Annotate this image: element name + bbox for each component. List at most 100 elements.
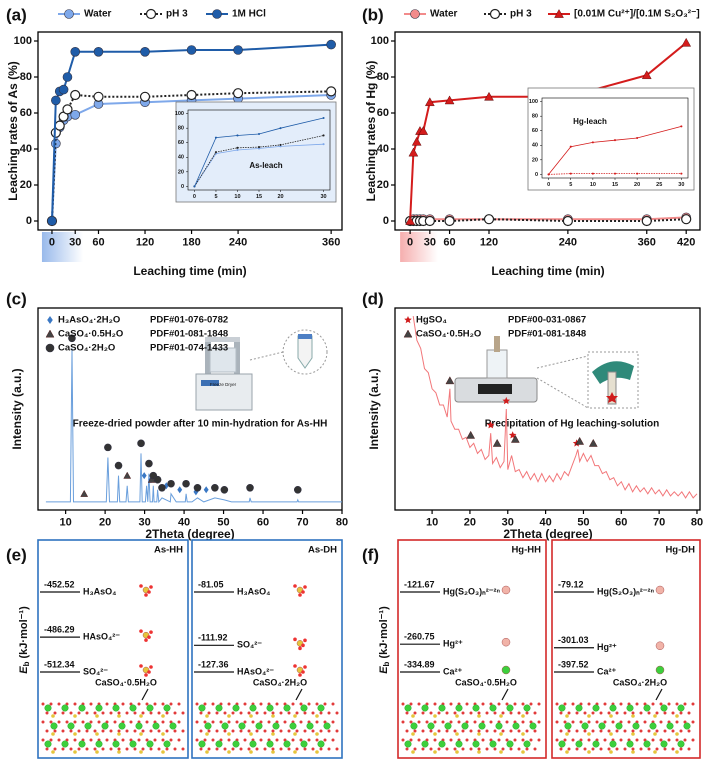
slab-atom	[319, 747, 323, 751]
slab-atom	[495, 722, 503, 730]
x-tick-label: 60	[443, 237, 455, 249]
slab-atom	[238, 722, 246, 730]
slab-atom	[659, 702, 663, 706]
data-point	[214, 151, 218, 154]
data-point	[51, 95, 61, 106]
slab-atom	[643, 720, 647, 724]
slab-atom	[410, 722, 418, 730]
slab-atom	[461, 722, 469, 730]
slab-atom	[161, 714, 165, 718]
data-point	[279, 143, 282, 146]
slab-atom	[247, 729, 251, 733]
data-point	[257, 147, 261, 150]
slab-atom	[315, 702, 319, 706]
data-point	[562, 215, 573, 227]
x-tick-label: 20	[277, 194, 283, 200]
slab-atom	[215, 711, 219, 715]
slab-atom	[497, 702, 501, 706]
slab-atom	[255, 722, 263, 730]
x-tick-label: 420	[677, 237, 695, 249]
legend-label: 1M HCl	[232, 9, 266, 20]
freeze-dryer-photo	[195, 329, 328, 411]
slab-atom	[587, 714, 591, 718]
box-title: Hg-HH	[511, 545, 541, 556]
slab-atom	[177, 702, 181, 706]
slab-atom	[663, 711, 667, 715]
peak-marker	[158, 483, 166, 492]
slab-atom	[609, 732, 613, 736]
slab-atom	[687, 711, 691, 715]
slab-atom	[141, 711, 145, 715]
y-tick-label: 20	[20, 179, 32, 191]
slab-atom	[89, 738, 93, 742]
slab-atom	[465, 738, 469, 742]
level-value: -452.52	[44, 579, 75, 589]
slab-atom	[78, 704, 86, 712]
species-icon	[149, 630, 153, 634]
slab-atom	[243, 738, 247, 742]
slab-atom	[291, 702, 295, 706]
slab-atom	[413, 729, 417, 733]
slab-atom	[203, 702, 207, 706]
x-axis-label: Leaching time (min)	[491, 264, 604, 278]
slab-atom	[93, 747, 97, 751]
slab-atom	[293, 732, 297, 736]
slab-atom	[499, 750, 503, 754]
slab-atom	[517, 747, 521, 751]
level-value: -81.05	[198, 579, 224, 589]
annotation: Freeze-dried powder after 10 min-hydrati…	[73, 419, 328, 430]
slab-atom	[499, 732, 503, 736]
y-tick-label: 100	[14, 35, 32, 47]
slab-atom	[205, 732, 209, 736]
data-point	[680, 172, 683, 175]
y-label-rest: (kJ·mol⁻¹)	[378, 606, 390, 662]
slab-atom	[404, 704, 412, 712]
data-point	[641, 215, 652, 227]
slab-atom	[49, 702, 53, 706]
slab-atom	[95, 704, 103, 712]
data-point	[613, 172, 617, 175]
slab-atom	[121, 738, 125, 742]
slab-atom	[449, 720, 453, 724]
slab-atom	[141, 729, 145, 733]
slab-atom	[631, 750, 635, 754]
slab-atom	[315, 714, 319, 718]
peak-marker	[80, 489, 89, 497]
x-tick-label: 240	[229, 237, 247, 249]
panel-label: (a)	[6, 5, 27, 24]
slab-atom	[691, 738, 695, 742]
slab-atom	[660, 740, 668, 748]
stirrer-photo	[454, 336, 639, 409]
data-point	[236, 146, 239, 149]
slab-atom	[626, 740, 634, 748]
slab-atom	[239, 729, 243, 733]
level-species: HAsO₄²⁻	[83, 632, 120, 642]
slab-atom	[631, 714, 635, 718]
level-value: -486.29	[44, 625, 75, 635]
slab-atom	[525, 747, 529, 751]
slab-atom	[161, 738, 165, 742]
slab-atom	[141, 747, 145, 751]
legend-marker	[212, 9, 222, 19]
y-axis-label: Intensity (a.u.)	[367, 368, 381, 449]
slab-atom	[315, 738, 319, 742]
plot-frame	[37, 307, 343, 511]
slab-atom	[45, 729, 49, 733]
species-icon	[298, 646, 302, 651]
slab-atom	[89, 720, 93, 724]
y-axis-label: Eb (kJ·mol⁻¹)	[378, 606, 391, 674]
legend-marker	[45, 343, 55, 353]
slab-atom	[232, 740, 240, 748]
slab-atom	[327, 729, 331, 733]
data-point	[193, 185, 196, 188]
slab-atom	[611, 720, 615, 724]
slab-atom	[667, 702, 671, 706]
species-icon	[139, 664, 143, 668]
slab-atom	[623, 711, 627, 715]
slab-atom	[73, 732, 77, 736]
slab-atom	[655, 711, 659, 715]
box-title: As-HH	[154, 545, 183, 556]
peak-marker	[104, 443, 112, 452]
slab-atom	[438, 704, 446, 712]
slab-atom	[163, 740, 171, 748]
